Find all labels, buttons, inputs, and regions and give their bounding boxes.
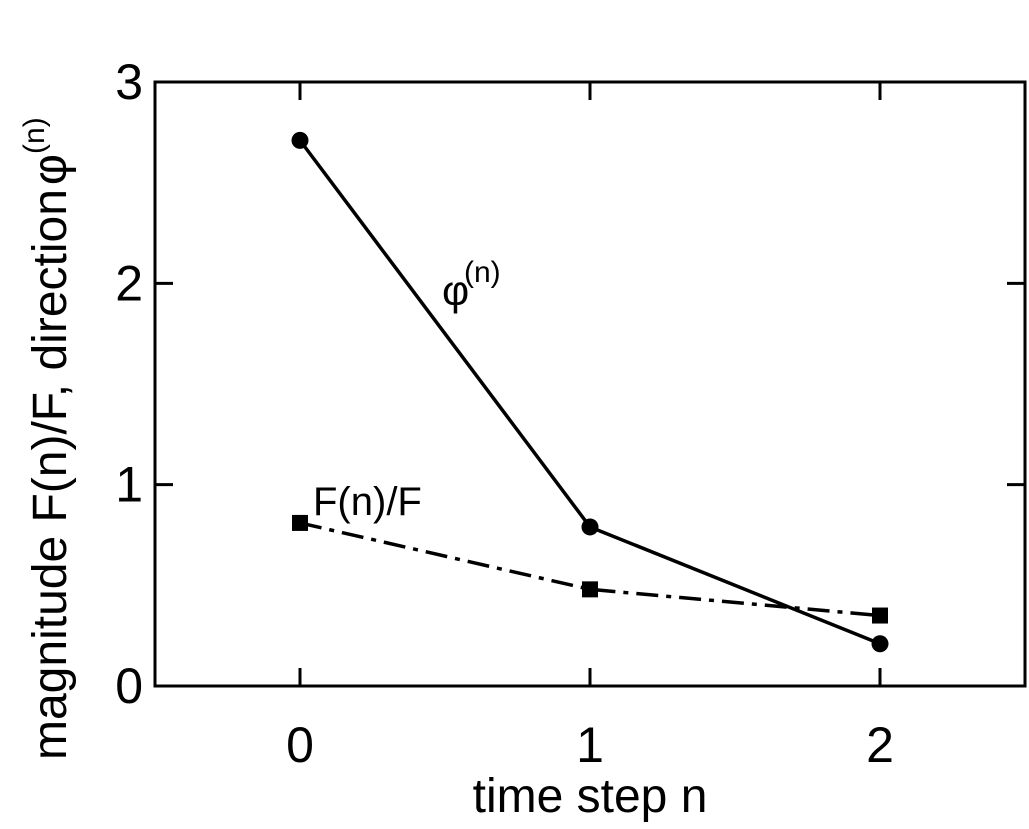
x-axis-title: time step n (473, 770, 708, 823)
y-ticks: 0 1 2 3 (115, 54, 1025, 714)
y-axis-title-text: magnitude F(n)/F, direction (24, 189, 77, 760)
series-1-point (292, 514, 308, 531)
phi-series-label-symbol: φ (442, 267, 469, 314)
series-line-0 (298, 139, 881, 646)
series-1-point (872, 607, 888, 624)
series-0-point (581, 518, 599, 536)
y-axis-title: magnitude F(n)/F, direction φ(n) (18, 117, 77, 760)
f-series-label: F(n)/F (313, 480, 422, 524)
series-0-point (871, 635, 889, 653)
series-layer (291, 131, 889, 653)
phi-series-label-superscript: (n) (464, 256, 501, 289)
x-ticks: 0 1 2 (286, 82, 894, 773)
y-tick-label: 2 (115, 255, 143, 311)
svg-text:magnitude F(n)/F, directionφ(n: magnitude F(n)/F, direction φ(n) (18, 117, 77, 760)
y-axis-title-symbol: φ (24, 154, 77, 185)
x-tick-label: 0 (286, 717, 314, 773)
x-tick-label: 2 (866, 717, 894, 773)
y-tick-label: 0 (115, 658, 143, 714)
y-tick-label: 1 (115, 457, 143, 513)
y-tick-label: 3 (115, 54, 143, 110)
phi-series-label: φ (n) (442, 256, 501, 314)
series-line-1 (299, 521, 881, 618)
y-axis-title-superscript: (n) (18, 117, 51, 154)
x-tick-label: 1 (576, 717, 604, 773)
series-0-point (291, 131, 309, 149)
series-1-point (582, 581, 598, 598)
